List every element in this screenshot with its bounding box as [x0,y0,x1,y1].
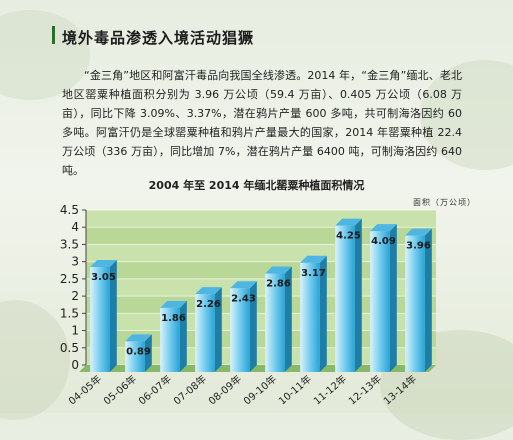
bar-top [230,281,257,289]
bar [370,231,390,372]
data-label: 2.43 [231,293,256,304]
x-tick-label: 04-05年 [66,372,104,407]
bar [335,225,355,372]
bar-top [405,228,432,236]
bar [160,307,180,372]
data-label: 4.25 [336,231,361,242]
bar-side [284,266,292,372]
y-axis-unit-label: 面积（万公顷） [413,198,476,207]
bar [405,235,425,372]
x-tick-label: 09-10年 [241,372,279,407]
bar [265,273,285,372]
x-tick-label: 13-14年 [381,372,419,407]
bar-side [144,334,152,372]
bar-top [195,287,222,295]
bar-side [179,300,187,372]
data-label: 2.86 [266,278,291,289]
y-tick-label: 1.5 [60,306,79,320]
bar [125,341,145,372]
data-label: 1.86 [161,313,186,324]
x-tick-label: 07-08年 [171,372,209,407]
y-tick-label: 3 [71,255,79,269]
bar [90,266,110,372]
article-paragraph: “金三角”地区和阿富汗毒品向我国全线渗透。2014 年，“金三角”缅北、老北地区… [62,69,462,177]
bar-side [214,287,222,372]
bar-side [319,255,327,372]
bar-top [370,224,397,232]
x-tick-label: 11-12年 [311,372,349,407]
bar-chart: 0 0.5 1 1.5 2 2.5 3 3.5 4 4.5 3.05 04-05年 0.89 05-06年… [60,203,436,407]
data-label: 3.05 [91,272,116,283]
data-label: 4.09 [371,236,396,247]
title-accent-bar [52,26,55,44]
bar-top [335,218,362,226]
bar-top [90,259,117,267]
x-tick-label: 05-06年 [101,372,139,407]
page-title: 境外毒品渗透入境活动猖獗 [62,29,255,47]
x-tick-label: 10-11年 [276,372,314,407]
bar-side [424,228,432,372]
bar-side [249,281,257,372]
bar [195,294,215,372]
y-tick-label: 3.5 [60,237,79,251]
bar-top [160,300,187,308]
bar-side [109,259,117,372]
bar [300,262,320,372]
y-tick-label: 1 [71,324,79,338]
y-tick-label: 0.5 [60,341,79,355]
data-label: 2.26 [196,299,221,310]
bar-side [354,218,362,372]
chart-title: 2004 年至 2014 年缅北罂粟种植面积情况 [148,179,365,192]
y-tick-label: 0 [71,358,79,372]
data-label: 3.96 [406,241,431,252]
x-tick-label: 06-07年 [136,372,174,407]
y-tick-label: 4.5 [60,203,79,217]
y-tick-label: 2.5 [60,272,79,286]
y-tick-label: 2 [71,289,79,303]
y-tick-label: 4 [71,220,79,234]
bar-top [265,266,292,274]
x-tick-label: 08-09年 [206,372,244,407]
bar [230,288,250,372]
bar-side [389,224,397,372]
bar-top [125,334,152,342]
bar-top [300,255,327,263]
data-label: 0.89 [126,346,151,357]
data-label: 3.17 [301,268,326,279]
x-tick-label: 12-13年 [346,372,384,407]
